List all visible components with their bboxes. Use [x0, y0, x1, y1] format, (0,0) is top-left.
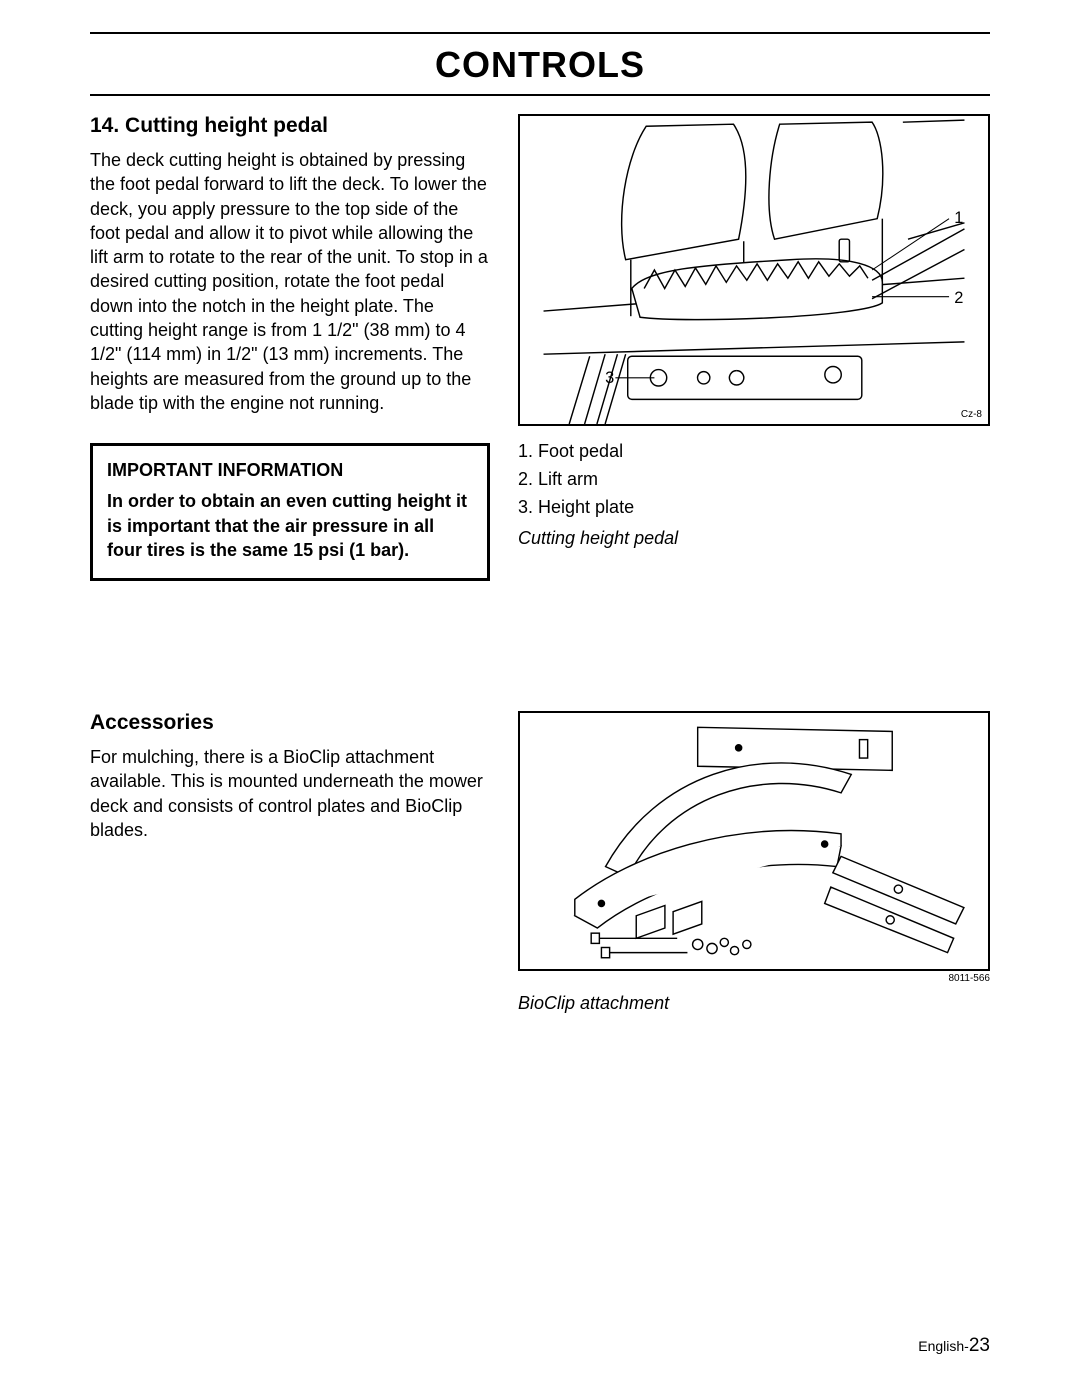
figure2-ref: 8011-566 — [948, 973, 990, 984]
page-footer: English-23 — [918, 1335, 990, 1357]
callout-1: 1 — [954, 209, 963, 227]
section2-heading: Accessories — [90, 711, 490, 735]
important-body: In order to obtain an even cutting heigh… — [107, 489, 473, 562]
figure1-caption: Cutting height pedal — [518, 528, 990, 549]
figure-bioclip — [518, 711, 990, 971]
footer-page-number: 23 — [969, 1335, 990, 1356]
callout-2: 2 — [954, 289, 963, 307]
important-info-box: IMPORTANT INFORMATION In order to obtain… — [90, 443, 490, 581]
section1-body: The deck cutting height is obtained by p… — [90, 148, 490, 415]
section1-heading: 14. Cutting height pedal — [90, 114, 490, 138]
figure-cutting-height: 1 2 3 Cz-8 — [518, 114, 990, 426]
section-accessories: Accessories For mulching, there is a Bio… — [90, 711, 990, 1014]
figure1-ref: Cz-8 — [961, 409, 982, 420]
legend-item-1: 1. Foot pedal — [518, 438, 990, 466]
callout-3: 3 — [605, 369, 614, 387]
section-cutting-height: 14. Cutting height pedal The deck cuttin… — [90, 114, 990, 581]
bioclip-diagram — [520, 713, 988, 969]
section2-body: For mulching, there is a BioClip attachm… — [90, 745, 490, 842]
bottom-rule — [90, 94, 990, 96]
page-title: CONTROLS — [90, 38, 990, 92]
legend-item-2: 2. Lift arm — [518, 466, 990, 494]
legend-item-3: 3. Height plate — [518, 494, 990, 522]
figure1-legend: 1. Foot pedal 2. Lift arm 3. Height plat… — [518, 438, 990, 522]
important-title: IMPORTANT INFORMATION — [107, 460, 473, 481]
figure2-caption: BioClip attachment — [518, 993, 990, 1014]
top-rule — [90, 32, 990, 34]
cutting-height-diagram: 1 2 3 — [520, 116, 988, 424]
footer-lang: English- — [918, 1338, 969, 1354]
